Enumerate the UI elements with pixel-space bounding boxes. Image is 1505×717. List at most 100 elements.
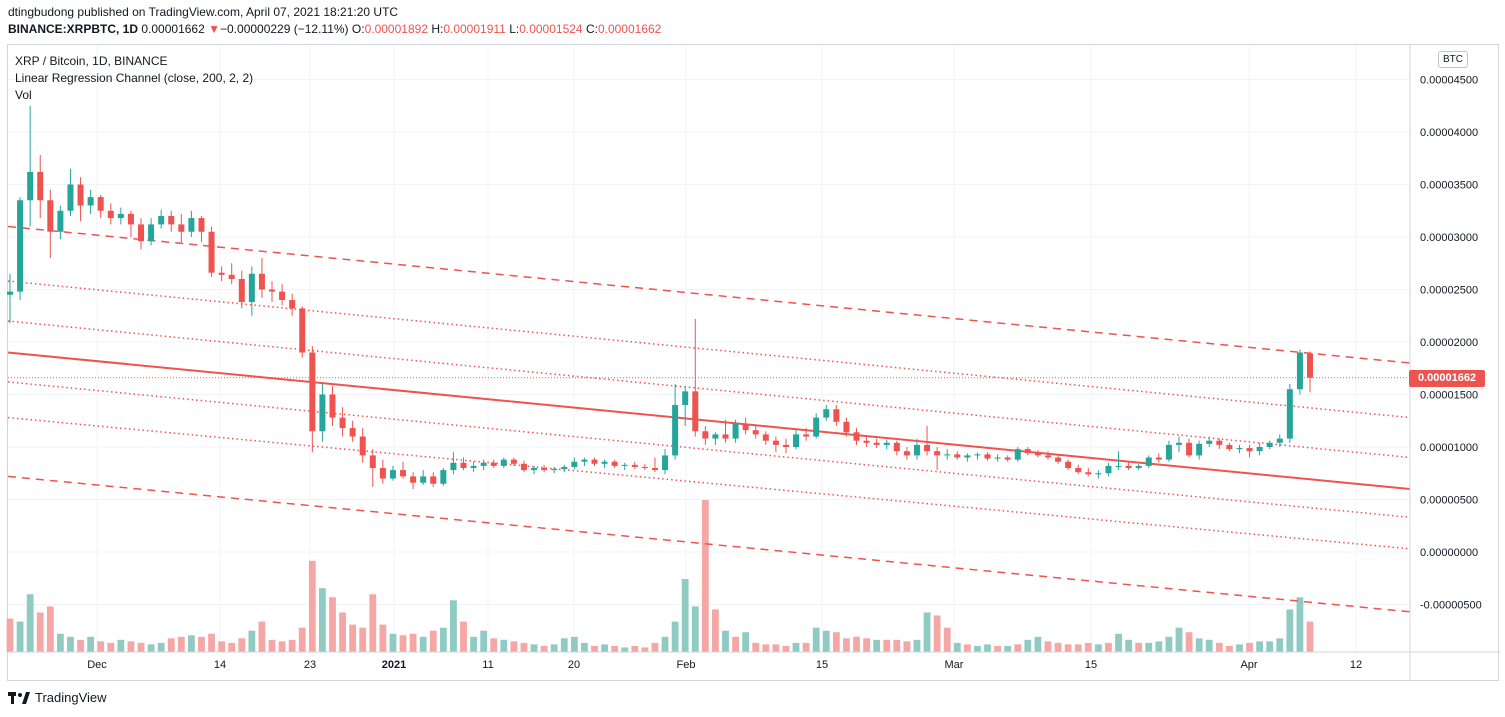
volume-bar [298, 627, 306, 652]
price-tick-label: 0.00004500 [1420, 75, 1478, 87]
volume-bar [409, 633, 417, 652]
time-tick-label: 12 [1350, 659, 1362, 671]
volume-bar [863, 638, 870, 652]
price-tick-label: 0.00000500 [1420, 495, 1478, 507]
volume-bar [560, 638, 568, 652]
volume-bar [641, 647, 649, 652]
indicator-legend[interactable]: Linear Regression Channel (close, 200, 2… [15, 71, 254, 85]
volume-bar [1074, 644, 1082, 652]
footer-branding[interactable]: TradingView [8, 690, 107, 705]
volume-bar [994, 645, 1001, 652]
candle-body [762, 434, 769, 441]
candle-body [339, 417, 346, 429]
volume-bar [520, 642, 528, 652]
candle-body [97, 197, 104, 211]
candle-body [389, 470, 396, 479]
candle-body [1307, 353, 1313, 378]
candle-body [702, 431, 709, 439]
open-value: 0.00001892 [364, 22, 428, 36]
volume-bar [1276, 638, 1284, 652]
volume-bar [1064, 644, 1072, 652]
chart-title[interactable]: XRP / Bitcoin, 1D, BINANCE [15, 54, 168, 68]
volume-bar [1125, 639, 1133, 652]
candle-body [1125, 465, 1132, 468]
volume-bar [792, 642, 800, 652]
time-tick-label: 23 [304, 659, 316, 671]
volume-bar [873, 639, 881, 652]
candle-body [1216, 440, 1223, 445]
candle-body [520, 463, 527, 471]
price-tick-label: 0.00004000 [1420, 127, 1478, 139]
tradingview-logo-icon [8, 691, 30, 704]
candle-body [541, 468, 548, 471]
volume-bar [601, 644, 608, 652]
candle-body [1095, 473, 1102, 475]
candle-body [903, 451, 910, 456]
time-tick-label: 2021 [382, 659, 406, 671]
candle-body [853, 432, 860, 441]
volume-bar [1286, 609, 1294, 652]
time-tick-label: Dec [87, 659, 107, 671]
volume-bar [591, 645, 598, 652]
candle-body [813, 417, 820, 437]
candle-body [148, 224, 155, 242]
volume-bar [288, 639, 296, 652]
volume-bar [419, 636, 427, 652]
volume-bar [399, 635, 407, 652]
volume-bar [329, 597, 336, 652]
candle-body [67, 184, 74, 211]
volume-bar [369, 594, 377, 652]
candle-body [561, 466, 568, 470]
candle-body [1236, 448, 1243, 450]
volume-bar [893, 639, 901, 652]
candle-body [319, 394, 326, 432]
candle-body [1085, 472, 1092, 475]
candle-body [742, 423, 749, 431]
volume-bar [167, 638, 175, 652]
candle-body [1004, 457, 1011, 460]
candle-body [450, 462, 457, 471]
candle-body [1266, 442, 1273, 447]
candle-body [1256, 447, 1263, 452]
chart-frame[interactable] [7, 44, 1499, 681]
volume-bar [157, 642, 165, 652]
volume-bar [77, 639, 84, 652]
currency-badge[interactable]: BTC [1438, 51, 1468, 68]
candle-body [1165, 444, 1172, 460]
candle-body [944, 454, 951, 456]
candle-body [47, 200, 54, 232]
grid [8, 45, 1410, 652]
candle-body [782, 444, 789, 447]
high-label: H: [431, 22, 444, 36]
volume-bar [722, 630, 729, 652]
candle-body [1226, 444, 1233, 450]
volume-bar [97, 641, 105, 652]
volume-bar [883, 639, 891, 652]
volume-legend[interactable]: Vol [15, 88, 32, 102]
candle-body [309, 352, 316, 432]
published-text: published on TradingView.com, April 07, … [77, 5, 399, 19]
publisher-name[interactable]: dtingbudong [8, 5, 75, 19]
volume-bar [1004, 645, 1012, 652]
time-tick-label: 15 [1085, 659, 1097, 671]
volume-bar [1215, 642, 1223, 652]
time-tick-label: Feb [677, 659, 696, 671]
candle-body [883, 442, 890, 445]
price-tick-label: 0.00000000 [1420, 547, 1478, 559]
volume-bar [1014, 644, 1022, 652]
candle-body [631, 464, 638, 467]
volume-bar [651, 642, 659, 652]
candle-body [107, 210, 114, 219]
volume-bar [1115, 633, 1122, 652]
volume-bar [1195, 638, 1203, 652]
candle-body [712, 434, 719, 439]
candle-body [682, 391, 689, 405]
candle-body [1075, 468, 1082, 473]
volume-bar [460, 621, 467, 652]
candle-body [934, 451, 941, 456]
time-tick-label: 20 [568, 659, 580, 671]
volume-bar [853, 636, 860, 652]
volume-bar [742, 632, 750, 652]
volume-bar [510, 641, 518, 652]
